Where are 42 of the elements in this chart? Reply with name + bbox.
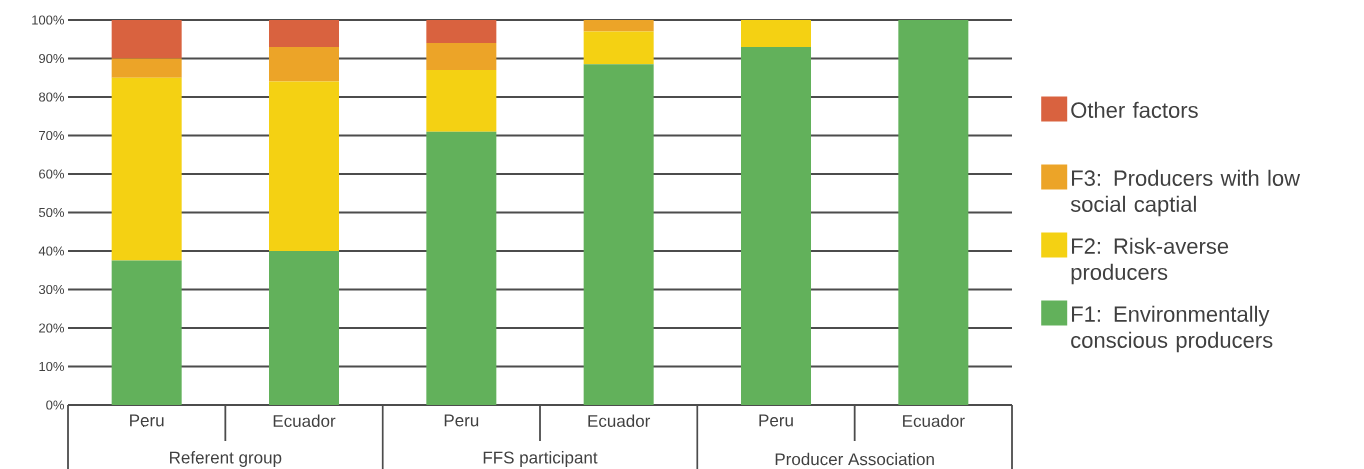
bar (426, 70, 497, 132)
bar (898, 20, 969, 405)
y-tick-label: 20% (39, 323, 65, 333)
bar (269, 251, 339, 405)
x-tick-label: Ecuador (273, 414, 336, 428)
text: FFS participant (483, 451, 598, 467)
legend-label: F2: Risk-averse producers (1071, 237, 1229, 285)
bar (741, 20, 811, 47)
y-tick-label: 60% (39, 169, 65, 179)
bar (111, 77, 182, 261)
y-tick-label: 30% (38, 284, 65, 295)
text: Producer Association (775, 452, 934, 466)
bar (111, 20, 182, 59)
bar (741, 46, 811, 405)
bar (269, 46, 339, 82)
bar (583, 20, 654, 32)
bar (111, 58, 182, 78)
x-tick-label: Peru (444, 414, 479, 427)
y-tick-label: 70% (39, 130, 65, 141)
bar (111, 260, 182, 405)
legend-label: Other factors (1071, 101, 1198, 118)
x-tick-label: Peru (759, 414, 793, 427)
legend-label: F1: Environmentally conscious producers (1071, 305, 1273, 353)
y-tick-label: 90% (39, 53, 65, 64)
text: Referent group (170, 451, 282, 467)
bar (269, 81, 339, 251)
bar (583, 64, 654, 405)
bar (426, 131, 497, 405)
y-tick-label: 100% (32, 15, 65, 25)
y-tick-label: 40% (38, 246, 65, 256)
bar (583, 31, 654, 65)
y-tick-label: 80% (39, 92, 65, 102)
x-tick-label: Peru (130, 414, 164, 427)
bar (426, 43, 497, 71)
y-tick-label: 0% (46, 400, 65, 410)
y-tick-label: 50% (38, 207, 65, 218)
x-tick-label: Ecuador (903, 414, 965, 428)
bar (426, 20, 497, 44)
bar (269, 20, 339, 47)
x-tick-label: Ecuador (588, 414, 651, 428)
y-tick-label: 10% (39, 361, 65, 372)
legend-label: F3: Producers with low social captial (1070, 169, 1301, 217)
